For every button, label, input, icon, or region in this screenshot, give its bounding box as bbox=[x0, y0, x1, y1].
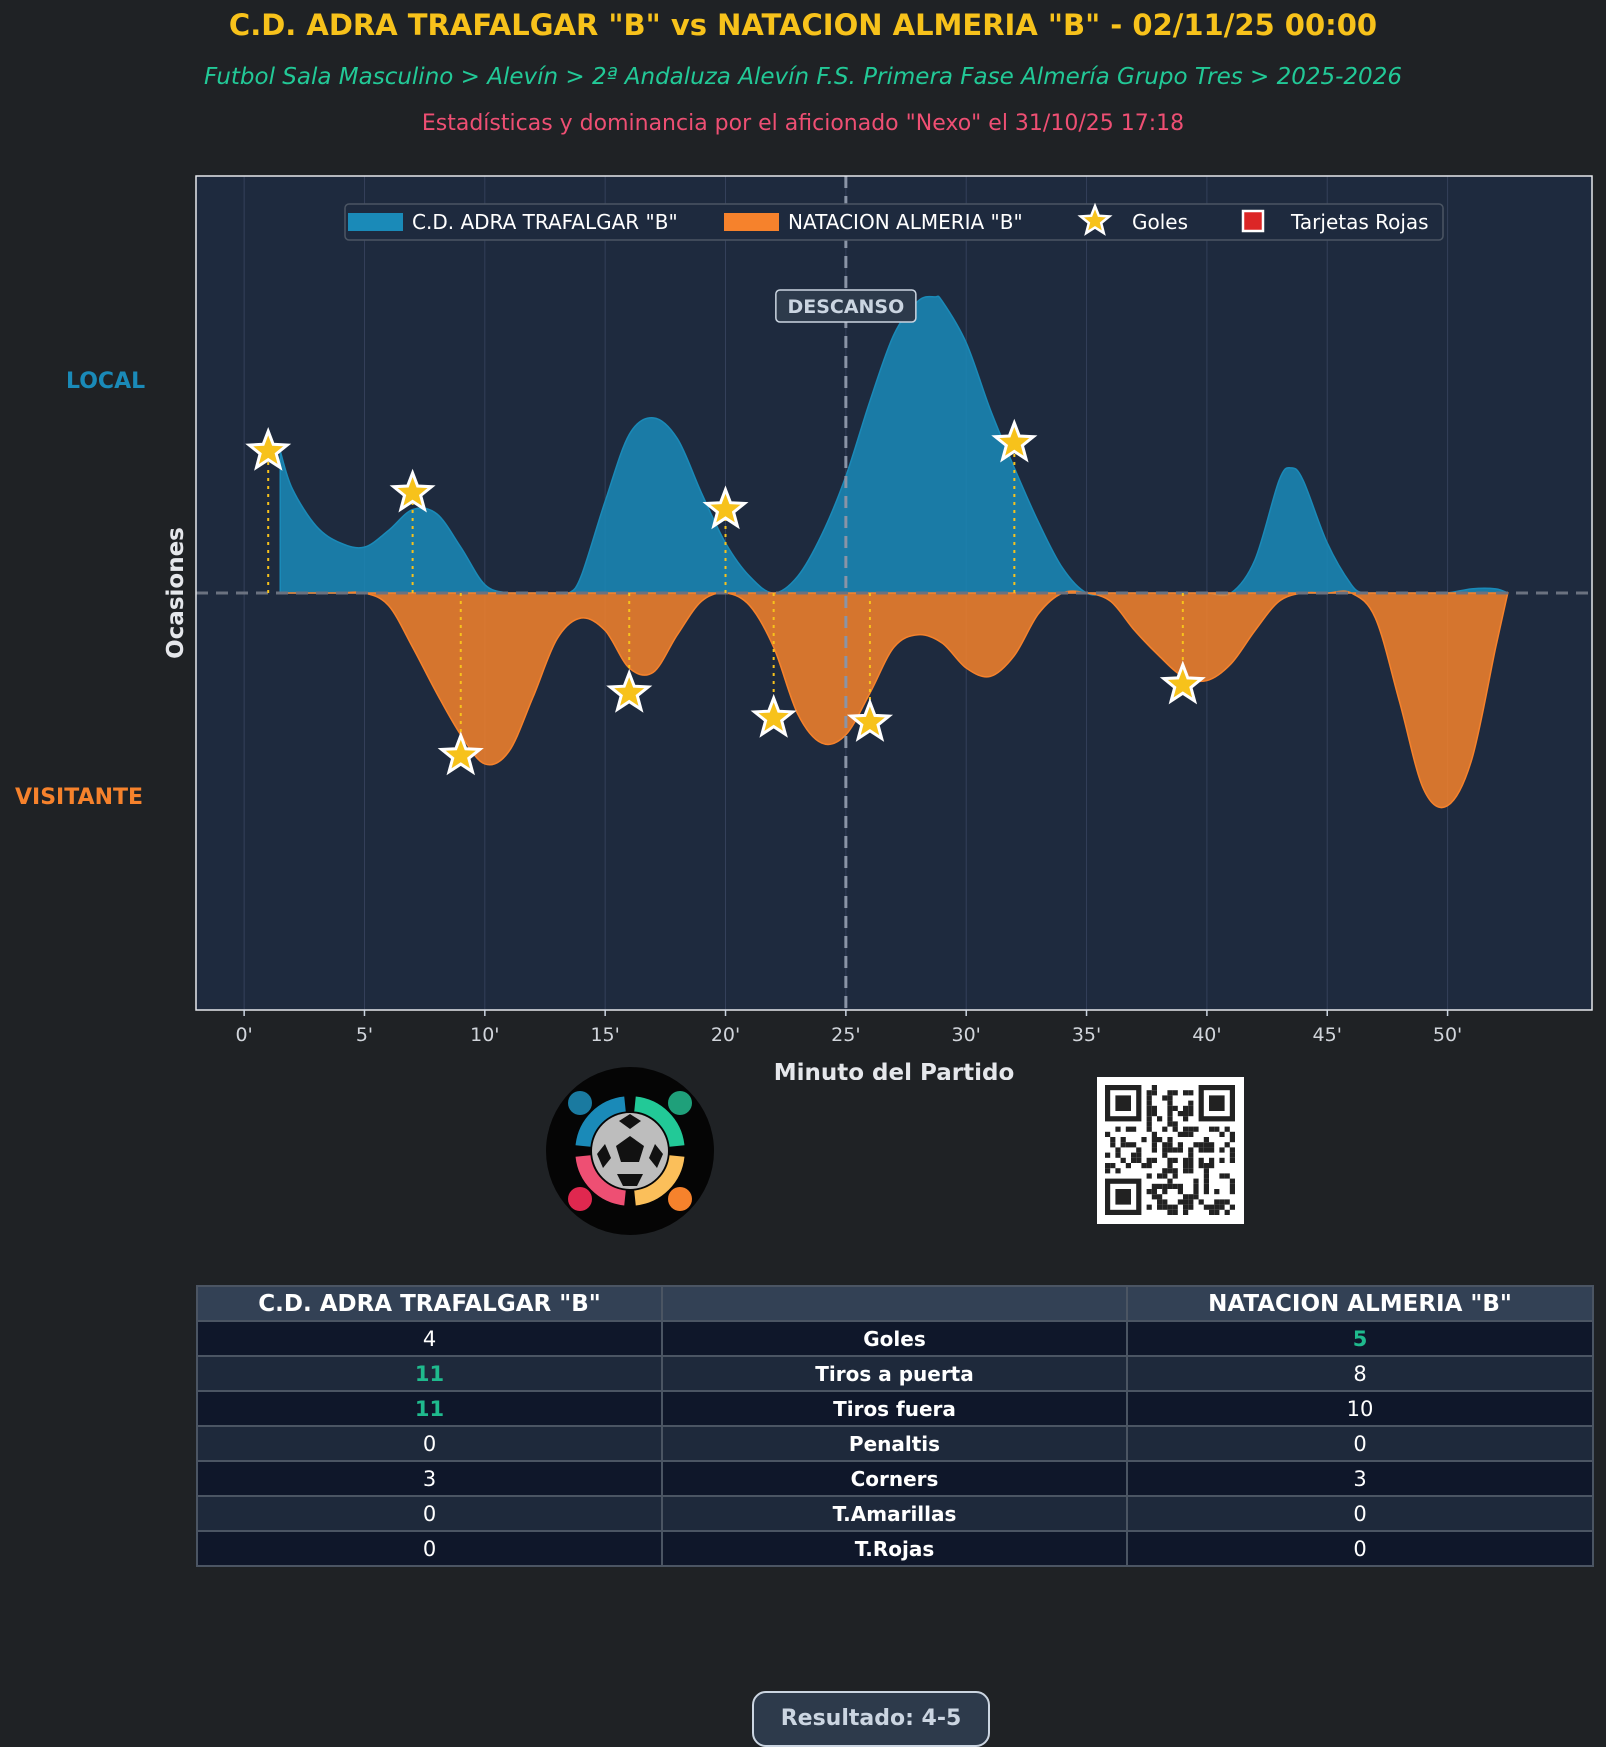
final-result-badge: Resultado: 4-5 bbox=[752, 1691, 990, 1747]
home-value: 4 bbox=[196, 1320, 663, 1357]
match-title: C.D. ADRA TRAFALGAR "B" vs NATACION ALME… bbox=[228, 8, 1378, 42]
stats-header-row: C.D. ADRA TRAFALGAR "B" NATACION ALMERIA… bbox=[196, 1285, 1594, 1322]
legend-label-visitante: NATACION ALMERIA "B" bbox=[788, 210, 1023, 234]
legend-star-icon bbox=[1077, 202, 1113, 236]
stats-row: 4 Goles 5 bbox=[196, 1320, 1594, 1357]
legend-swatch-local bbox=[348, 213, 403, 231]
away-value: 0 bbox=[1126, 1495, 1594, 1532]
metric-label: Tiros a puerta bbox=[661, 1355, 1128, 1392]
qr-code bbox=[1097, 1077, 1244, 1224]
away-value: 8 bbox=[1126, 1355, 1594, 1392]
away-value: 10 bbox=[1126, 1390, 1594, 1427]
x-tick-label: 10' bbox=[470, 1024, 499, 1046]
metric-label: Penaltis bbox=[661, 1425, 1128, 1462]
goal-star-visitante bbox=[1159, 660, 1206, 705]
home-value: 0 bbox=[196, 1530, 663, 1567]
stats-table: C.D. ADRA TRAFALGAR "B" NATACION ALMERIA… bbox=[196, 1285, 1594, 1567]
legend: C.D. ADRA TRAFALGAR "B" NATACION ALMERIA … bbox=[344, 202, 1444, 241]
visitante-side-label: VISITANTE bbox=[15, 785, 144, 810]
stats-row: 0 T.Amarillas 0 bbox=[196, 1495, 1594, 1532]
x-tick-label: 40' bbox=[1192, 1024, 1221, 1046]
stats-row: 11 Tiros fuera 10 bbox=[196, 1390, 1594, 1427]
home-team-header: C.D. ADRA TRAFALGAR "B" bbox=[196, 1285, 663, 1322]
legend-box bbox=[344, 203, 1444, 241]
metric-label: Tiros fuera bbox=[661, 1390, 1128, 1427]
x-tick-label: 25' bbox=[831, 1024, 860, 1046]
halftime-label: DESCANSO bbox=[787, 296, 904, 318]
x-tick-label: 30' bbox=[952, 1024, 981, 1046]
goal-star-visitante bbox=[846, 698, 894, 742]
legend-label-local: C.D. ADRA TRAFALGAR "B" bbox=[412, 210, 678, 234]
competition-path: Futbol Sala Masculino > Alevín > 2ª Anda… bbox=[204, 64, 1402, 90]
goal-star-local bbox=[245, 426, 292, 471]
metric-label: T.Amarillas bbox=[661, 1495, 1128, 1532]
home-value: 0 bbox=[196, 1495, 663, 1532]
goal-star-visitante bbox=[750, 693, 797, 738]
away-value: 0 bbox=[1126, 1530, 1594, 1567]
away-value: 5 bbox=[1126, 1320, 1594, 1357]
metric-header bbox=[661, 1285, 1128, 1322]
goal-star-local bbox=[991, 418, 1038, 463]
halftime-box bbox=[775, 289, 917, 323]
home-value: 11 bbox=[196, 1390, 663, 1427]
plot-frame bbox=[195, 175, 1593, 1011]
stats-row: 0 Penaltis 0 bbox=[196, 1425, 1594, 1462]
local-area bbox=[279, 295, 1509, 597]
metric-label: Corners bbox=[661, 1460, 1128, 1497]
author-byline: Estadísticas y dominancia por el aficion… bbox=[421, 111, 1185, 136]
local-side-label: LOCAL bbox=[66, 369, 146, 394]
goal-star-local bbox=[702, 485, 749, 530]
stats-row: 0 T.Rojas 0 bbox=[196, 1530, 1594, 1567]
x-tick-label: 5' bbox=[356, 1024, 373, 1046]
goal-star-visitante bbox=[437, 731, 484, 776]
away-value: 3 bbox=[1126, 1460, 1594, 1497]
goal-star-local bbox=[389, 468, 436, 513]
away-value: 0 bbox=[1126, 1425, 1594, 1462]
x-axis-title: Minuto del Partido bbox=[774, 1060, 1015, 1080]
legend-label-goals: Goles bbox=[1132, 210, 1188, 234]
x-tick-label: 35' bbox=[1072, 1024, 1101, 1046]
legend-label-red-cards: Tarjetas Rojas bbox=[1290, 210, 1429, 234]
away-team-header: NATACION ALMERIA "B" bbox=[1126, 1285, 1594, 1322]
stats-row: 11 Tiros a puerta 8 bbox=[196, 1355, 1594, 1392]
home-value: 3 bbox=[196, 1460, 663, 1497]
brand-logo bbox=[545, 1066, 715, 1236]
y-axis-title: Ocasiones bbox=[163, 527, 189, 659]
x-tick-label: 0' bbox=[235, 1024, 252, 1046]
metric-label: Goles bbox=[661, 1320, 1128, 1357]
stats-row: 3 Corners 3 bbox=[196, 1460, 1594, 1497]
x-tick-label: 15' bbox=[590, 1024, 619, 1046]
x-tick-label: 45' bbox=[1313, 1024, 1342, 1046]
legend-swatch-visitante bbox=[724, 213, 779, 231]
x-tick-label: 50' bbox=[1433, 1024, 1462, 1046]
legend-red-card-icon bbox=[1241, 209, 1265, 233]
goal-star-visitante bbox=[606, 668, 653, 713]
x-tick-label: 20' bbox=[711, 1024, 740, 1046]
home-value: 0 bbox=[196, 1425, 663, 1462]
home-value: 11 bbox=[196, 1355, 663, 1392]
dominance-chart: DESCANSO 0' 5' 10' 15' 20' 25' 30' 35' 40' 45' 50' M… bbox=[163, 175, 1593, 1080]
metric-label: T.Rojas bbox=[661, 1530, 1128, 1567]
